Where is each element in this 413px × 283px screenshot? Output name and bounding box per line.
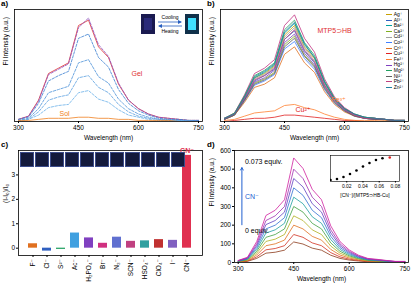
html-text:Ni²⁺: Ni²⁺ [393, 72, 403, 79]
svg-text:Wavelength (nm): Wavelength (nm) [290, 134, 339, 142]
svg-text:Heating: Heating [161, 28, 178, 34]
html-text:Cr³⁺: Cr³⁺ [393, 44, 404, 51]
svg-text:0 equiv.: 0 equiv. [245, 227, 269, 235]
svg-text:200: 200 [220, 221, 231, 228]
html-text:Ba²⁺: Ba²⁺ [393, 22, 405, 29]
svg-text:600: 600 [133, 124, 144, 131]
svg-text:CN⁻: CN⁻ [245, 193, 259, 200]
svg-text:H₂PO₄⁻: H₂PO₄⁻ [85, 259, 92, 282]
html-text:Pb²⁺: Pb²⁺ [393, 78, 405, 85]
svg-text:3: 3 [11, 171, 15, 178]
html-text:Ag⁺: Ag⁺ [393, 11, 403, 17]
svg-text:500: 500 [220, 165, 231, 172]
svg-text:450: 450 [279, 124, 290, 131]
svg-text:Cu²⁺: Cu²⁺ [296, 106, 311, 113]
svg-text:Cl⁻: Cl⁻ [43, 259, 50, 269]
svg-text:600: 600 [220, 147, 231, 154]
svg-text:0.073 equiv.: 0.073 equiv. [245, 158, 283, 166]
svg-text:[CN⁻]/[MTP5⊃HB-Cu]: [CN⁻]/[MTP5⊃HB-Cu] [340, 192, 390, 198]
svg-text:Fl Intensity (a.u.): Fl Intensity (a.u.) [208, 158, 216, 206]
svg-text:0.08: 0.08 [391, 183, 401, 189]
html-text:b): b) [207, 0, 215, 8]
svg-text:400: 400 [220, 184, 231, 191]
svg-text:I⁻: I⁻ [169, 259, 176, 264]
svg-text:600: 600 [339, 124, 350, 131]
svg-text:750: 750 [399, 124, 410, 131]
svg-text:750: 750 [399, 265, 410, 272]
html-text:Mg²⁺: Mg²⁺ [393, 66, 405, 73]
html-text:Ca²⁺: Ca²⁺ [393, 27, 405, 34]
html-text:d): d) [207, 140, 215, 149]
svg-text:Fe³⁺: Fe³⁺ [332, 96, 347, 103]
svg-text:Wavelength (nm): Wavelength (nm) [297, 275, 346, 283]
html-text:Cu²⁺: Cu²⁺ [393, 50, 405, 57]
svg-text:Cooling: Cooling [162, 14, 179, 20]
svg-text:1: 1 [11, 220, 15, 227]
html-text:Cd²⁺: Cd²⁺ [393, 33, 405, 40]
svg-text:0.04: 0.04 [358, 183, 368, 189]
svg-text:0.02: 0.02 [342, 183, 352, 189]
svg-text:N₃⁻: N₃⁻ [113, 259, 120, 270]
svg-text:300: 300 [220, 203, 231, 210]
svg-text:300: 300 [13, 124, 24, 131]
svg-text:F⁻: F⁻ [29, 259, 36, 266]
svg-text:Br⁻: Br⁻ [99, 259, 106, 269]
svg-text:750: 750 [193, 124, 204, 131]
svg-text:SCN⁻: SCN⁻ [127, 259, 134, 276]
svg-text:Fl Intensity (a.u.): Fl Intensity (a.u.) [2, 17, 10, 65]
svg-text:MTP5⊃HB: MTP5⊃HB [318, 27, 353, 34]
svg-text:ClO₄⁻: ClO₄⁻ [155, 259, 162, 276]
svg-text:600: 600 [344, 265, 355, 272]
svg-text:450: 450 [73, 124, 84, 131]
svg-text:Fl Intensity (a.u.): Fl Intensity (a.u.) [208, 17, 216, 65]
html-text:Fe³⁺: Fe³⁺ [393, 55, 404, 62]
svg-text:HSO₄⁻: HSO₄⁻ [141, 259, 148, 279]
html-text:c): c) [1, 140, 9, 149]
html-text:Co²⁺: Co²⁺ [393, 39, 405, 45]
svg-text:2: 2 [11, 195, 15, 202]
svg-text:0: 0 [11, 244, 15, 251]
svg-text:300: 300 [233, 265, 244, 272]
svg-text:Gel: Gel [132, 70, 143, 77]
svg-text:S²⁻: S²⁻ [57, 259, 64, 269]
svg-text:0: 0 [227, 259, 231, 266]
svg-text:(I-I₀)/I₀: (I-I₀)/I₀ [2, 184, 10, 203]
svg-text:Wavelength (nm): Wavelength (nm) [84, 134, 133, 142]
svg-text:CN⁻: CN⁻ [180, 146, 194, 154]
html-text:Zn²⁺: Zn²⁺ [393, 83, 404, 90]
svg-text:300: 300 [219, 124, 230, 131]
html-text:Hg²⁺: Hg²⁺ [393, 61, 405, 68]
svg-text:Sol: Sol [60, 110, 71, 117]
svg-text:450: 450 [288, 265, 299, 272]
svg-text:100: 100 [220, 240, 231, 247]
svg-text:0.06: 0.06 [374, 183, 384, 189]
svg-text:Ac⁻: Ac⁻ [71, 259, 78, 270]
html-text:a): a) [1, 0, 9, 8]
html-text:Al³⁺: Al³⁺ [393, 16, 403, 23]
svg-text:CN⁻: CN⁻ [183, 259, 190, 272]
